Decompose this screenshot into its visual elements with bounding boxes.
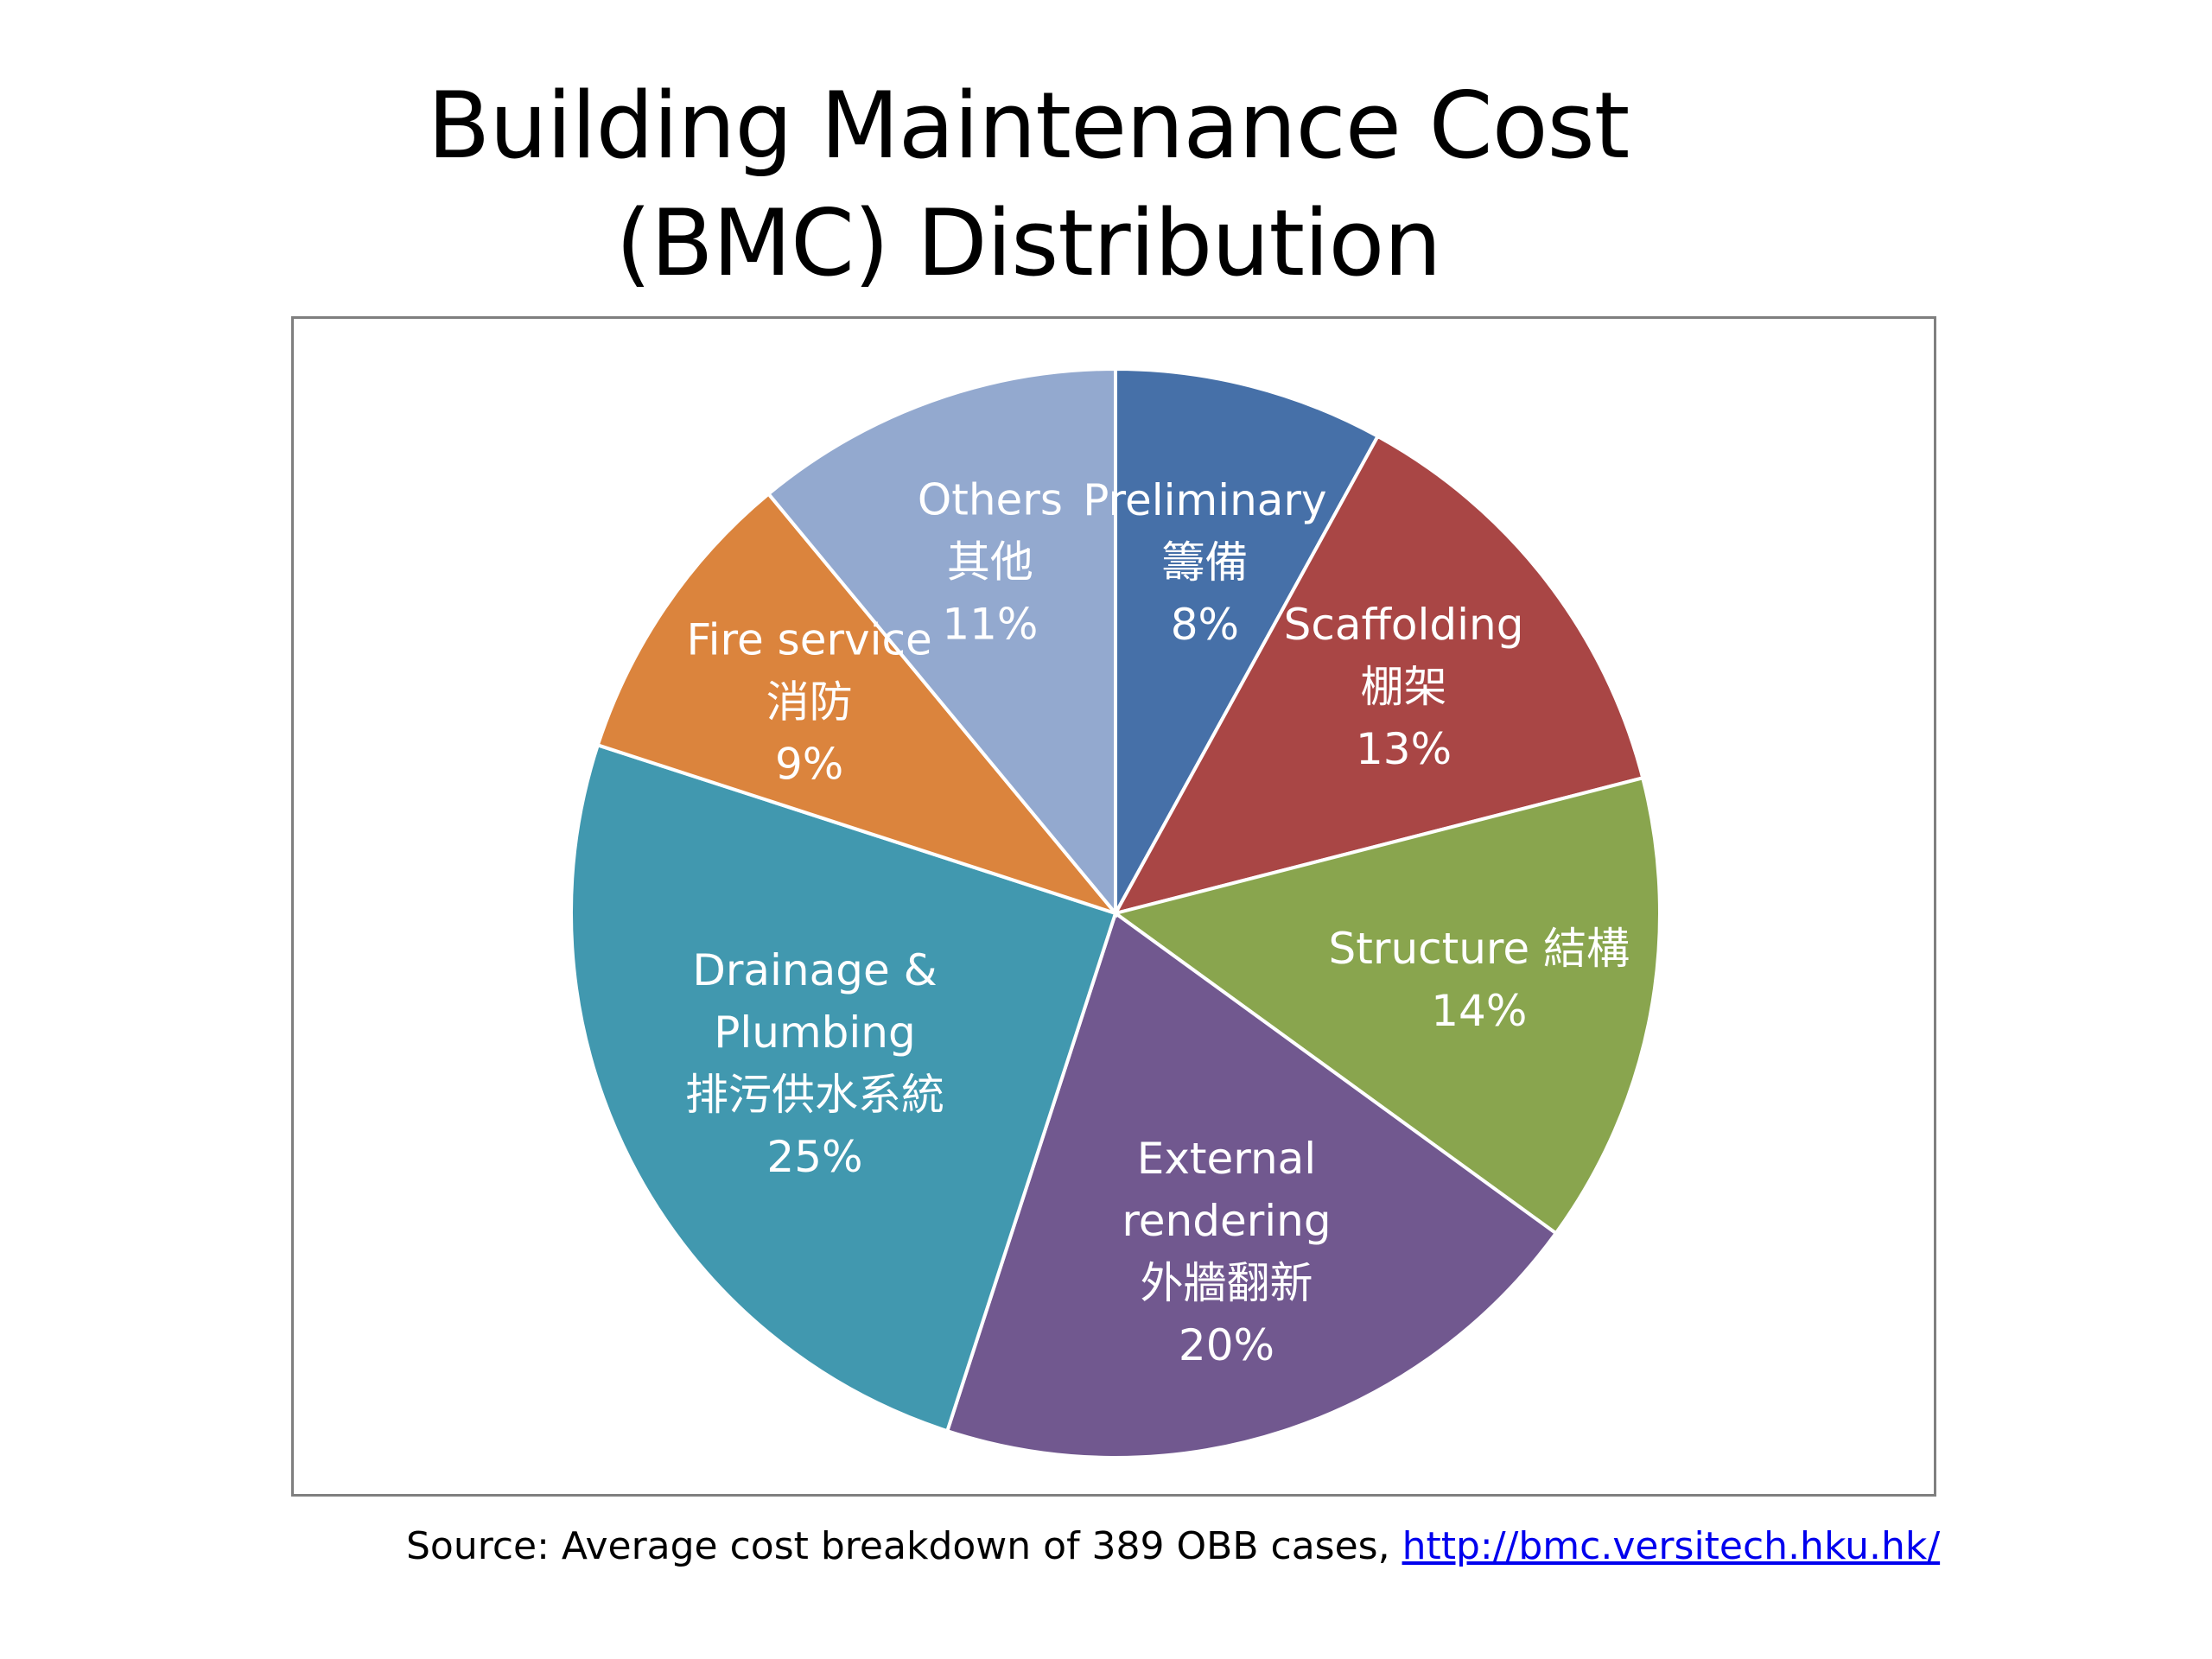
pie-slice-5: [595, 491, 1121, 918]
slice-category-label: Preliminary: [1083, 475, 1326, 525]
source-note: Source: Average cost breakdown of 389 OB…: [406, 1522, 1961, 1571]
slice-category-label: 排污供水系統: [685, 1070, 944, 1120]
slice-category-label: 其他: [947, 537, 1033, 587]
source-text: Source: Average cost breakdown of 389 OB…: [406, 1524, 1402, 1568]
chart-title-line-2: (BMC) Distribution: [615, 190, 1442, 296]
pie-slice-4: [569, 742, 1118, 1433]
slice-label-6: Others 其他 11%: [918, 474, 1063, 649]
slice-category-label: Plumbing: [714, 1007, 916, 1058]
slice-category-label: 外牆翻新: [1140, 1258, 1313, 1308]
pie-slice-3: [944, 910, 1559, 1459]
slice-value-label: 20%: [1179, 1320, 1274, 1370]
slice-category-label: Structure 結構: [1329, 924, 1630, 974]
pie-slice-6: [766, 366, 1117, 918]
slice-label-4: Drainage & Plumbing 排污供水系統 25%: [685, 945, 944, 1182]
slice-category-label: Fire service: [687, 615, 932, 665]
slice-label-5: Fire service 消防 9%: [687, 615, 932, 790]
pie-slice-0: [1114, 366, 1381, 914]
slice-category-label: rendering: [1122, 1196, 1331, 1246]
slice-value-label: 14%: [1431, 986, 1527, 1036]
chart-title: Building Maintenance Cost (BMC) Distribu…: [285, 67, 1771, 302]
slice-value-label: 9%: [775, 740, 843, 790]
pie-slice-2: [1111, 775, 1662, 1236]
slice-category-label: Scaffolding: [1284, 600, 1524, 650]
slice-label-2: Structure 結構 14%: [1329, 924, 1630, 1036]
slice-category-label: 籌備: [1161, 537, 1248, 588]
slice-value-label: 13%: [1356, 724, 1452, 774]
pie-slice-1: [1112, 434, 1645, 917]
slice-category-label: External: [1137, 1134, 1316, 1184]
slice-label-3: External rendering 外牆翻新 20%: [1122, 1134, 1331, 1370]
slice-category-label: Others: [918, 474, 1063, 524]
slice-label-1: Scaffolding 棚架 13%: [1284, 600, 1524, 774]
slice-value-label: 25%: [766, 1132, 862, 1182]
slice-category-label: Drainage &: [692, 945, 937, 995]
slice-category-label: 棚架: [1361, 662, 1447, 712]
slice-value-label: 8%: [1171, 600, 1239, 650]
slice-label-0: Preliminary 籌備 8%: [1083, 475, 1326, 650]
slice-category-label: 消防: [766, 677, 853, 728]
source-link[interactable]: http://bmc.versitech.hku.hk/: [1402, 1524, 1941, 1568]
chart-title-line-1: Building Maintenance Cost: [427, 73, 1630, 179]
slice-value-label: 11%: [942, 599, 1038, 649]
